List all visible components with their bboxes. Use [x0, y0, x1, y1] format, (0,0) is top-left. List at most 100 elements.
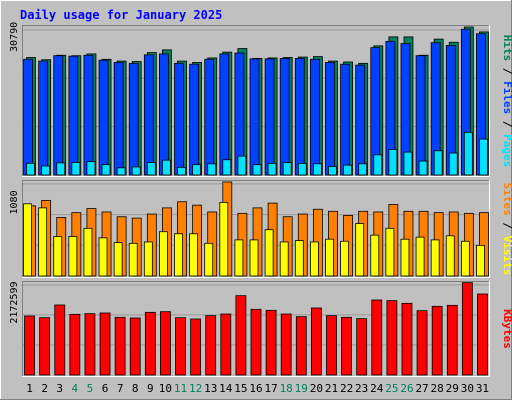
bar-files-day-1: [23, 58, 33, 176]
x-tick-label-day-14: 14: [219, 382, 233, 395]
bar-kbytes-day-12: [190, 318, 202, 376]
x-tick-label-day-9: 9: [147, 382, 154, 395]
bar-kbytes-day-3: [54, 304, 66, 376]
bar-visits-day-4: [68, 236, 78, 277]
bar-pages-day-27: [418, 160, 428, 176]
bar-kbytes-day-17: [265, 309, 277, 376]
x-tick-label-day-10: 10: [159, 382, 172, 395]
x-tick-label-day-1: 1: [26, 382, 33, 395]
x-tick-label-day-7: 7: [117, 382, 124, 395]
bar-pages-day-4: [71, 162, 81, 176]
x-tick-label-day-30: 30: [461, 382, 474, 395]
bar-kbytes-day-26: [401, 302, 413, 376]
bar-pages-day-20: [312, 163, 322, 176]
bar-kbytes-day-5: [84, 313, 96, 376]
bar-kbytes-day-6: [99, 312, 111, 376]
bar-files-day-16: [249, 58, 260, 176]
ylabel-part-separator: /: [501, 114, 512, 134]
bar-pages-day-12: [192, 164, 202, 176]
x-tick-label-day-25: 25: [385, 382, 398, 395]
panel-bottom-ylabel: KBytes: [501, 309, 512, 349]
x-tick-label-day-5: 5: [87, 382, 94, 395]
ylabel-part-separator: /: [501, 216, 512, 236]
bar-files-day-11: [174, 62, 184, 176]
bar-files-day-17: [264, 58, 275, 176]
x-tick-label-day-13: 13: [204, 382, 217, 395]
bar-pages-day-14: [222, 159, 232, 176]
bar-kbytes-day-18: [280, 313, 292, 376]
bar-kbytes-day-11: [175, 317, 186, 376]
bar-visits-day-26: [400, 238, 410, 277]
bar-kbytes-day-31: [477, 293, 488, 376]
x-tick-label-day-2: 2: [41, 382, 48, 395]
bar-files-day-5: [83, 54, 94, 176]
bar-visits-day-21: [325, 238, 334, 277]
ylabel-part-kbytes: KBytes: [501, 309, 512, 349]
bar-kbytes-day-8: [129, 317, 141, 376]
x-tick-label-day-11: 11: [174, 382, 187, 395]
bar-visits-day-2: [38, 207, 48, 277]
x-tick-label-day-8: 8: [132, 382, 139, 395]
bar-files-day-6: [98, 59, 109, 176]
bar-kbytes-day-23: [356, 318, 368, 376]
x-tick-label-day-19: 19: [295, 382, 308, 395]
bar-pages-day-21: [328, 166, 337, 176]
bar-kbytes-day-1: [24, 315, 35, 376]
bar-visits-day-16: [249, 239, 259, 277]
bar-kbytes-day-28: [431, 305, 443, 376]
ylabel-part-hits: Hits: [501, 35, 512, 62]
panel-top-max-label: 30790: [9, 22, 20, 52]
x-tick-label-day-27: 27: [415, 382, 428, 395]
x-tick-label-day-28: 28: [431, 382, 444, 395]
x-tick-label-day-23: 23: [355, 382, 368, 395]
bar-pages-day-2: [41, 165, 51, 176]
bar-visits-day-18: [279, 241, 289, 277]
panel-bottom: 2172599 KBytes: [9, 281, 512, 377]
x-tick-label-day-12: 12: [189, 382, 202, 395]
bar-pages-day-8: [131, 166, 141, 176]
bar-visits-day-20: [309, 241, 319, 277]
bar-visits-day-9: [143, 241, 153, 277]
bar-files-day-7: [113, 62, 124, 176]
bar-pages-day-25: [388, 149, 398, 176]
chart-panels: 30790 Hits / Files / Pages 1080 Sites / Vis…: [9, 22, 512, 377]
bar-visits-day-10: [159, 231, 168, 277]
bar-visits-day-12: [189, 233, 199, 277]
panel-top-ylabel: Hits / Files / Pages: [501, 35, 512, 168]
bar-files-day-19: [294, 57, 305, 176]
bar-visits-day-19: [294, 240, 304, 277]
x-tick-label-day-18: 18: [280, 382, 293, 395]
ylabel-part-sites: Sites: [501, 183, 512, 216]
bar-pages-day-31: [479, 138, 488, 176]
bar-visits-day-24: [370, 234, 380, 277]
bar-pages-day-10: [162, 159, 171, 176]
bar-visits-day-28: [430, 239, 440, 277]
x-tick-label-day-17: 17: [264, 382, 277, 395]
bar-pages-day-19: [297, 162, 307, 176]
bar-pages-day-11: [177, 166, 186, 176]
bar-visits-day-8: [128, 242, 138, 277]
bar-pages-day-15: [237, 155, 247, 176]
bar-files-day-22: [340, 63, 350, 176]
bar-pages-day-30: [463, 131, 473, 176]
bar-kbytes-day-29: [446, 304, 458, 376]
bar-visits-day-1: [23, 203, 32, 277]
x-tick-label-day-26: 26: [400, 382, 413, 395]
bar-pages-day-28: [433, 150, 443, 176]
bar-visits-day-31: [476, 244, 485, 277]
x-tick-label-day-22: 22: [340, 382, 353, 395]
bar-files-day-18: [279, 57, 290, 176]
bar-files-day-3: [53, 55, 64, 176]
ylabel-part-pages: Pages: [501, 134, 512, 167]
bar-kbytes-day-14: [220, 313, 232, 376]
bar-visits-day-25: [385, 227, 395, 277]
ylabel-part-separator: /: [501, 61, 512, 81]
bar-pages-day-29: [448, 152, 458, 176]
bar-pages-day-22: [343, 164, 352, 176]
x-tick-label-day-4: 4: [72, 382, 79, 395]
bar-visits-day-11: [174, 233, 183, 277]
bar-pages-day-16: [252, 164, 262, 176]
bar-files-day-13: [204, 58, 215, 176]
bar-pages-day-23: [358, 163, 368, 176]
